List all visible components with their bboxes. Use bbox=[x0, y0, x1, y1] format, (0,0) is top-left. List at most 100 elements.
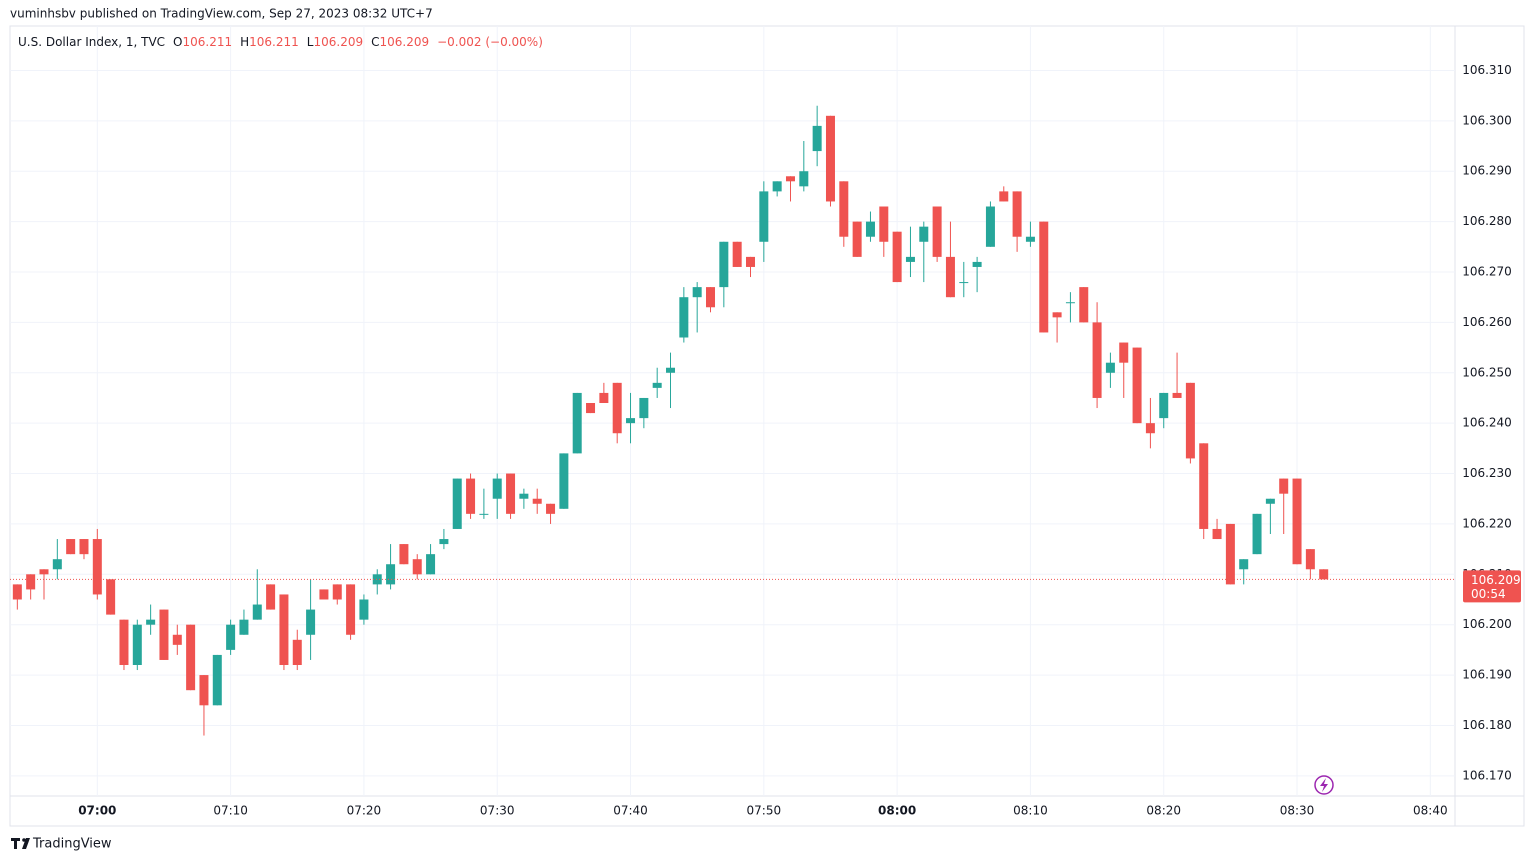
candle-body bbox=[639, 397, 649, 419]
x-tick-label: 08:30 bbox=[1280, 804, 1315, 818]
candle-body bbox=[652, 382, 662, 388]
candle-body bbox=[266, 584, 276, 610]
candle-body bbox=[146, 619, 156, 625]
candle-body bbox=[199, 675, 209, 706]
candle-body bbox=[1212, 528, 1222, 540]
candle-body bbox=[959, 282, 969, 284]
h-value: 106.211 bbox=[249, 35, 299, 49]
y-tick-label: 106.230 bbox=[1462, 466, 1512, 480]
x-tick-label: 07:20 bbox=[347, 804, 382, 818]
candle-body bbox=[39, 569, 49, 575]
candle-body bbox=[66, 539, 76, 555]
candle-body bbox=[1239, 559, 1249, 570]
candle-body bbox=[1172, 392, 1182, 398]
candle-body bbox=[1199, 443, 1209, 529]
candle-body bbox=[586, 403, 596, 414]
l-value: 106.209 bbox=[313, 35, 363, 49]
candle-body bbox=[719, 241, 729, 288]
y-tick-label: 106.180 bbox=[1462, 718, 1512, 732]
x-tick-label: 07:50 bbox=[747, 804, 782, 818]
candle-body bbox=[426, 554, 436, 575]
y-tick-label: 106.190 bbox=[1462, 668, 1512, 682]
legend: U.S. Dollar Index, 1, TVC O106.211 H106.21… bbox=[18, 35, 543, 49]
y-tick-label: 106.250 bbox=[1462, 365, 1512, 379]
y-tick-label: 106.290 bbox=[1462, 164, 1512, 178]
candle-body bbox=[1052, 312, 1062, 318]
candle-body bbox=[1025, 236, 1035, 242]
candle-body bbox=[546, 503, 556, 514]
candle-body bbox=[279, 594, 289, 665]
candle-body bbox=[1105, 362, 1115, 373]
candle-body bbox=[692, 287, 702, 298]
candle-body bbox=[26, 574, 36, 590]
candle-body bbox=[532, 498, 542, 504]
candle-body bbox=[1145, 423, 1155, 434]
candle-body bbox=[732, 241, 742, 267]
l-label: L bbox=[307, 35, 314, 49]
x-tick-label: 08:10 bbox=[1013, 804, 1048, 818]
candle-body bbox=[319, 589, 329, 600]
y-tick-label: 106.270 bbox=[1462, 265, 1512, 279]
candle-body bbox=[799, 171, 809, 187]
candle-body bbox=[1265, 498, 1275, 504]
x-tick-label: 07:40 bbox=[613, 804, 648, 818]
candle-body bbox=[945, 256, 955, 298]
candle-body bbox=[186, 624, 196, 691]
o-value: 106.211 bbox=[183, 35, 233, 49]
candle-body bbox=[132, 624, 142, 665]
y-tick-label: 106.240 bbox=[1462, 416, 1512, 430]
candle-body bbox=[372, 574, 382, 585]
candle-body bbox=[972, 261, 982, 267]
candle-body bbox=[772, 181, 782, 192]
candle-body bbox=[706, 287, 716, 308]
candle-body bbox=[492, 478, 502, 499]
candle-body bbox=[79, 539, 89, 555]
o-label: O bbox=[173, 35, 182, 49]
candle-body bbox=[559, 453, 569, 509]
candle-body bbox=[599, 392, 609, 403]
y-tick-label: 106.280 bbox=[1462, 214, 1512, 228]
symbol: U.S. Dollar Index, 1, TVC bbox=[18, 35, 165, 49]
last-price-label: 106.209 bbox=[1471, 573, 1521, 587]
publisher: vuminhsbv published on TradingView.com, … bbox=[10, 7, 433, 21]
candle-body bbox=[172, 634, 182, 645]
candle-body bbox=[985, 206, 995, 247]
candle-body bbox=[666, 367, 676, 373]
candle-body bbox=[359, 599, 369, 620]
candle-body bbox=[1039, 221, 1049, 333]
y-tick-label: 106.170 bbox=[1462, 768, 1512, 782]
candle-body bbox=[292, 639, 302, 665]
y-tick-label: 106.260 bbox=[1462, 315, 1512, 329]
candle-body bbox=[239, 619, 249, 635]
candle-body bbox=[159, 609, 169, 660]
candle-body bbox=[1092, 322, 1102, 398]
candle-body bbox=[999, 191, 1009, 202]
h-label: H bbox=[240, 35, 249, 49]
candle-body bbox=[1065, 302, 1075, 304]
frame bbox=[9, 25, 1525, 827]
candle-body bbox=[905, 256, 915, 262]
c-label: C bbox=[371, 35, 379, 49]
x-tick-label: 08:00 bbox=[878, 804, 916, 818]
candle-body bbox=[626, 418, 636, 424]
candle-body bbox=[12, 584, 22, 600]
y-tick-label: 106.300 bbox=[1462, 113, 1512, 127]
y-tick-label: 106.310 bbox=[1462, 63, 1512, 77]
candle-body bbox=[852, 221, 862, 257]
candle-body bbox=[1132, 347, 1142, 424]
change: −0.002 (−0.00%) bbox=[437, 35, 543, 49]
candle-body bbox=[412, 559, 422, 575]
c-value: 106.209 bbox=[379, 35, 429, 49]
candle-body bbox=[812, 125, 822, 152]
candle-body bbox=[306, 609, 316, 635]
candle-body bbox=[1079, 287, 1089, 323]
candle-body bbox=[1279, 478, 1289, 494]
x-tick-label: 07:30 bbox=[480, 804, 515, 818]
candle-body bbox=[1319, 569, 1329, 580]
candle-body bbox=[612, 382, 622, 434]
candle-body bbox=[865, 221, 875, 237]
replay-icon[interactable] bbox=[1314, 775, 1334, 795]
y-tick-label: 106.200 bbox=[1462, 617, 1512, 631]
x-tick-label: 08:20 bbox=[1146, 804, 1181, 818]
